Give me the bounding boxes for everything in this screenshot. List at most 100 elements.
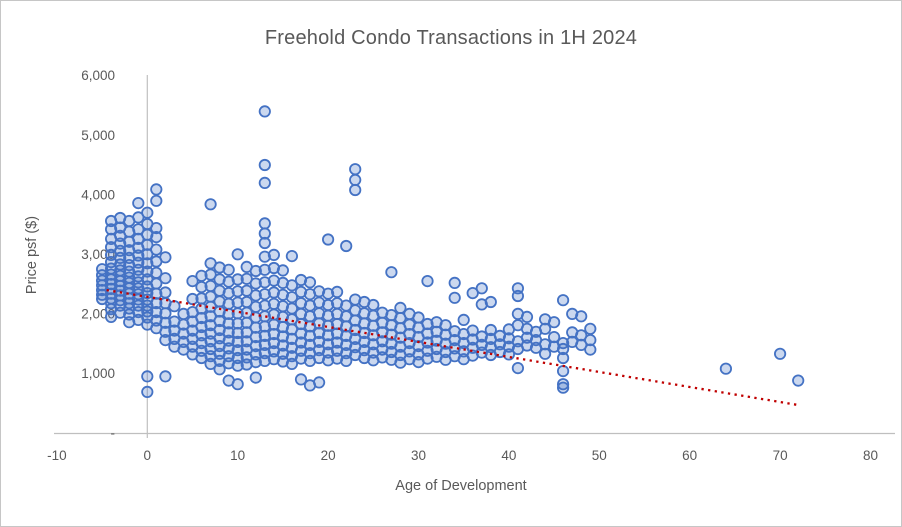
scatter-point <box>231 378 244 391</box>
scatter-point <box>222 334 235 347</box>
scatter-point <box>719 362 733 375</box>
scatter-point <box>556 364 570 378</box>
scatter-point <box>421 274 434 288</box>
x-tick-label: 60 <box>682 448 697 463</box>
x-tick-label: 30 <box>411 448 426 463</box>
scatter-point <box>484 323 497 337</box>
y-tick-label: 5,000 <box>81 128 115 143</box>
scatter-point <box>249 264 262 278</box>
scatter-point <box>258 338 271 351</box>
scatter-point <box>475 282 488 295</box>
scatter-point <box>773 347 787 360</box>
scatter-point <box>150 183 163 196</box>
scatter-point <box>584 333 597 347</box>
scatter-point <box>321 287 335 300</box>
scatter-point <box>150 305 163 319</box>
scatter-point <box>258 250 271 263</box>
scatter-point <box>547 330 561 344</box>
scatter-point <box>792 374 805 387</box>
scatter-point <box>159 333 172 347</box>
scatter-point <box>439 319 452 332</box>
trendline <box>106 288 799 407</box>
scatter-point <box>556 294 570 307</box>
scatter-point <box>132 197 145 210</box>
scatter-point <box>258 299 271 312</box>
x-tick-label: 0 <box>144 448 152 463</box>
y-tick-label: 6,000 <box>81 68 115 83</box>
x-tick-label: 10 <box>230 448 245 463</box>
scatter-point <box>575 310 588 323</box>
scatter-point <box>231 344 244 357</box>
scatter-point <box>231 273 244 286</box>
scatter-point <box>249 348 262 361</box>
scatter-point <box>222 326 235 339</box>
scatter-point <box>321 338 335 351</box>
scatter-point <box>231 335 244 348</box>
scatter-point <box>520 310 534 323</box>
scatter-point <box>285 291 298 304</box>
scatter-point <box>258 176 271 189</box>
scatter-point <box>231 285 244 298</box>
scatter-point <box>285 279 298 292</box>
scatter-point <box>96 263 109 276</box>
scatter-point <box>330 285 344 298</box>
scatter-point <box>195 329 208 342</box>
scatter-point <box>340 347 353 360</box>
scatter-point <box>258 329 271 342</box>
scatter-point <box>421 317 434 331</box>
scatter-point <box>177 307 190 320</box>
scatter-point <box>584 322 597 335</box>
scatter-point <box>448 276 461 289</box>
scatter-point <box>222 263 235 276</box>
scatter-point <box>484 295 497 309</box>
scatter-point <box>150 243 163 256</box>
scatter-point <box>222 317 235 330</box>
scatter-point <box>222 286 235 300</box>
scatter-point <box>412 311 425 324</box>
scatter-point <box>321 329 335 342</box>
scatter-point <box>240 272 253 285</box>
scatter-point <box>258 288 271 301</box>
scatter-point <box>421 344 434 357</box>
scatter-point <box>150 297 163 310</box>
scatter-point <box>150 222 163 235</box>
scatter-point <box>213 363 226 376</box>
scatter-point <box>186 274 199 288</box>
scatter-point <box>556 336 570 350</box>
scatter-point <box>159 325 172 338</box>
scatter-point <box>195 320 208 334</box>
scatter-point <box>240 284 253 297</box>
scatter-point <box>466 286 479 300</box>
scatter-point <box>556 381 570 394</box>
scatter-point <box>249 300 262 313</box>
scatter-point <box>321 233 335 246</box>
scatter-point <box>105 223 118 236</box>
scatter-point <box>394 301 407 314</box>
scatter-point <box>249 330 262 344</box>
scatter-point <box>132 223 145 236</box>
scatter-point <box>258 227 271 240</box>
scatter-point <box>195 280 208 294</box>
scatter-point <box>584 343 597 356</box>
scatter-point <box>150 194 163 207</box>
scatter-point <box>141 370 154 383</box>
x-tick-label: 80 <box>863 448 878 463</box>
scatter-point <box>267 248 280 261</box>
scatter-point <box>511 282 525 295</box>
scatter-point <box>249 277 262 290</box>
x-tick-label: -10 <box>47 448 67 463</box>
scatter-point <box>249 289 262 302</box>
x-tick-label: 50 <box>592 448 607 463</box>
scatter-point <box>294 373 308 386</box>
scatter-point <box>321 346 335 359</box>
scatter-point <box>285 250 298 263</box>
scatter-point <box>159 286 172 299</box>
scatter-point <box>159 316 172 329</box>
scatter-point <box>204 198 217 211</box>
x-tick-label: 20 <box>321 448 336 463</box>
scatter-point <box>349 173 362 186</box>
scatter-point <box>538 322 552 335</box>
scatter-point <box>448 291 461 304</box>
scatter-point <box>511 361 525 375</box>
